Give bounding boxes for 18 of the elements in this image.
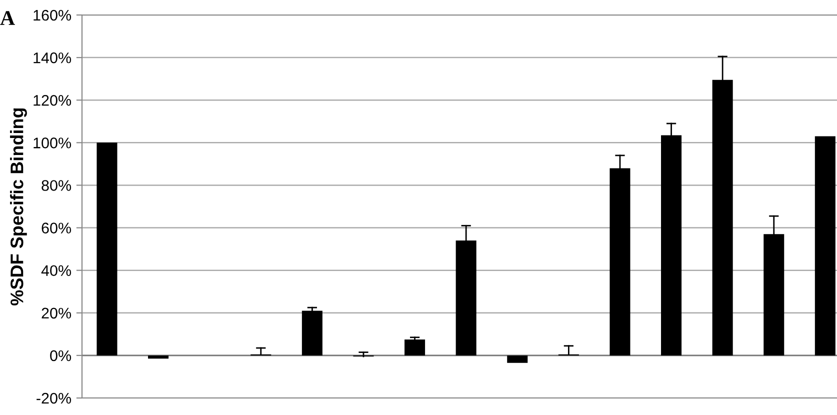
y-tick-label: 140% — [34, 52, 72, 64]
bar — [507, 355, 528, 363]
y-tick-label: 160% — [34, 10, 72, 21]
y-tick-label: 100% — [34, 138, 72, 148]
bar — [148, 355, 169, 359]
y-tick-label: 120% — [34, 94, 72, 106]
bar — [96, 142, 118, 356]
bar — [404, 339, 426, 356]
bar — [814, 136, 836, 356]
y-tick-label: 0% — [50, 350, 72, 362]
text: A — [0, 11, 15, 25]
y-tick-label: 40% — [41, 265, 72, 276]
y-tick-label: 60% — [42, 222, 72, 234]
y-tick-label: -20% — [36, 392, 72, 404]
y-axis-title: %SDF Specific Binding — [10, 108, 27, 306]
y-tick-label: 80% — [42, 180, 72, 191]
bar — [302, 310, 322, 356]
y-tick-label: 20% — [42, 308, 72, 319]
